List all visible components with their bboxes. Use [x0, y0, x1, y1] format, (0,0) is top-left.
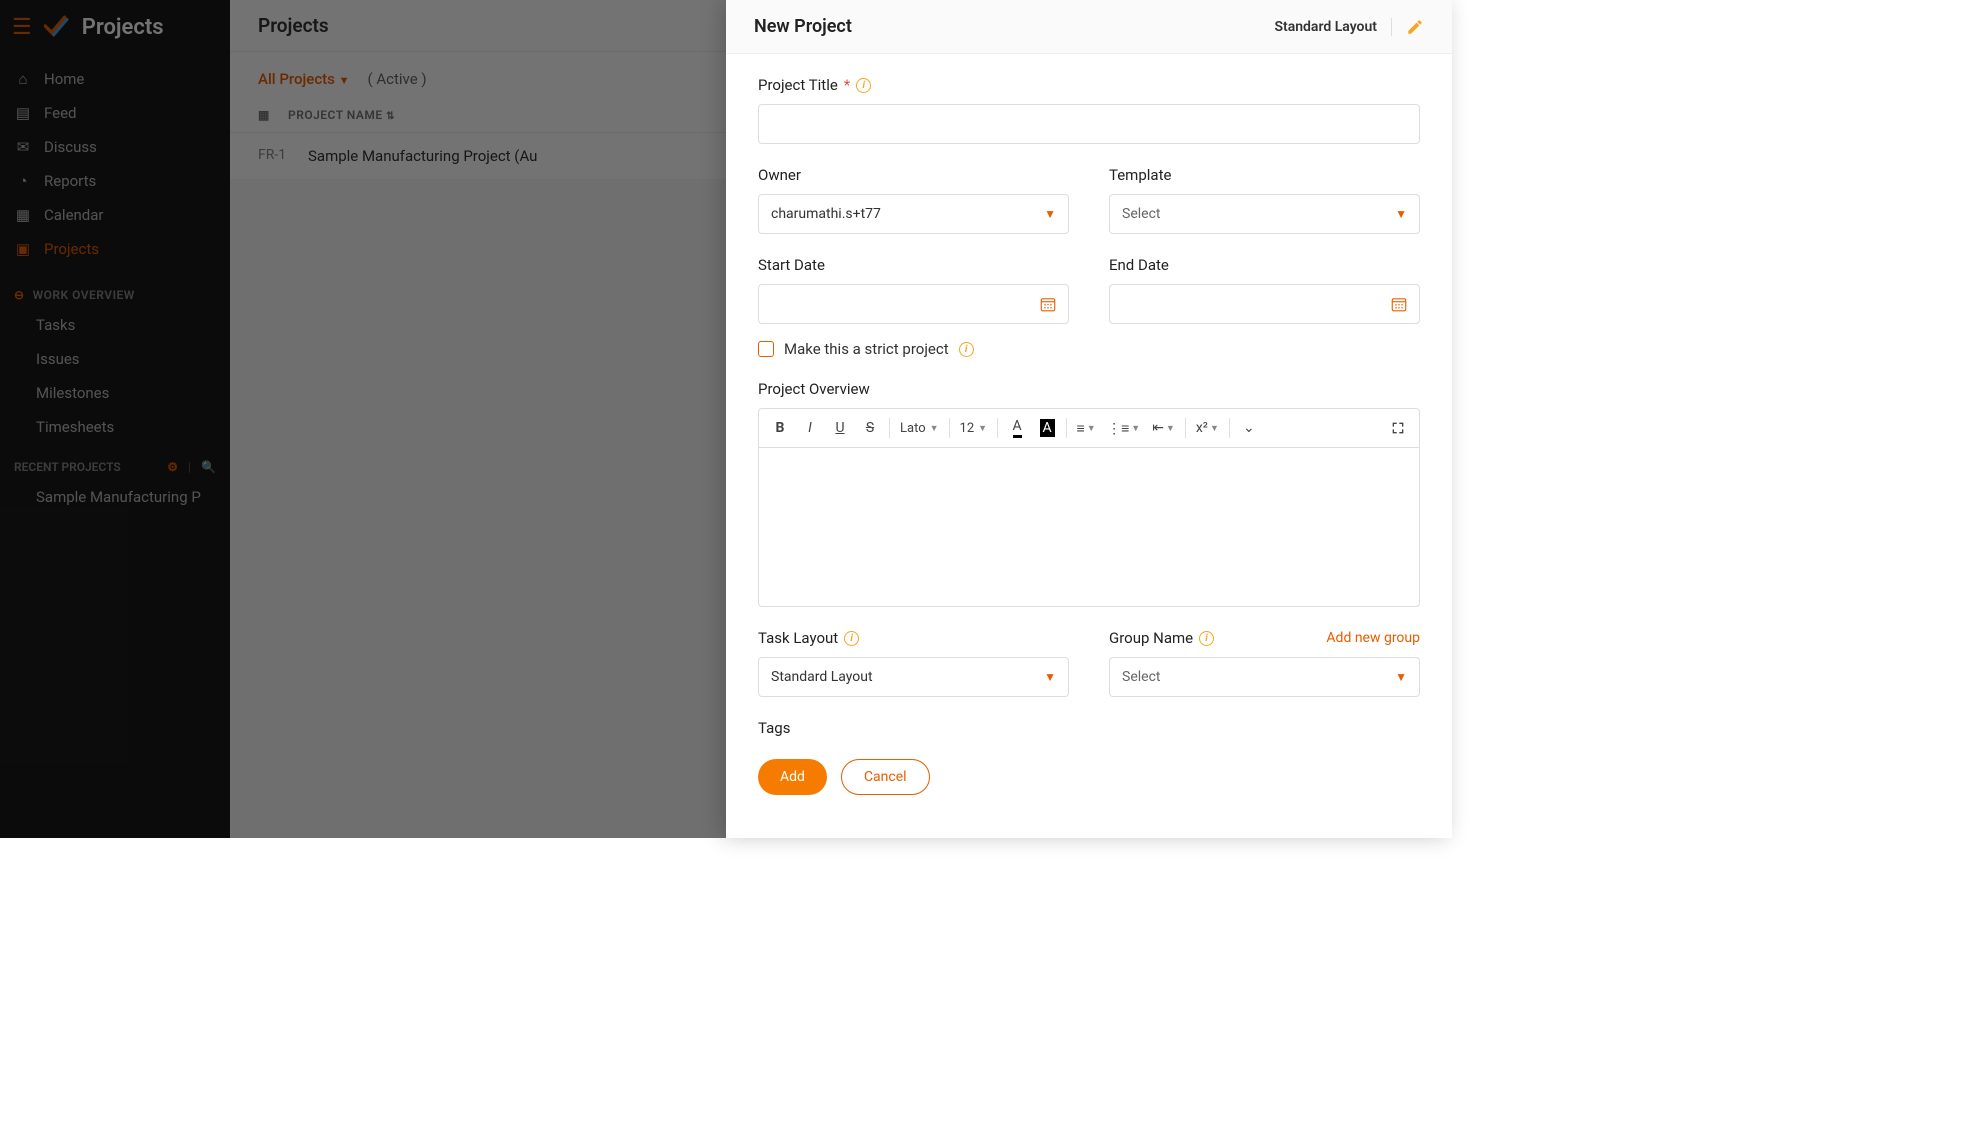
font-size-select[interactable]: 12▼	[956, 419, 992, 438]
add-group-link[interactable]: Add new group	[1326, 630, 1420, 646]
superscript-button[interactable]: x²▼	[1192, 415, 1223, 441]
bold-button[interactable]: B	[767, 415, 793, 441]
panel-body: Project Title* i Owner charumathi.s+t77 …	[726, 54, 1452, 838]
highlight-button[interactable]: A	[1034, 415, 1060, 441]
info-icon[interactable]: i	[1199, 631, 1214, 646]
overview-label: Project Overview	[758, 380, 1420, 398]
chevron-down-icon: ▼	[978, 423, 987, 434]
add-button[interactable]: Add	[758, 759, 827, 795]
edit-layout-icon[interactable]	[1406, 18, 1424, 36]
tags-label: Tags	[758, 719, 1420, 737]
task-layout-label: Task Layout i	[758, 629, 1069, 647]
chevron-down-icon: ▼	[1044, 207, 1056, 221]
toolbar-separator	[949, 418, 950, 438]
toolbar-separator	[1066, 418, 1067, 438]
toolbar-separator	[1185, 418, 1186, 438]
indent-button[interactable]: ⇤▼	[1148, 415, 1179, 441]
font-family-select[interactable]: Lato▼	[896, 419, 943, 438]
toolbar-separator	[1229, 418, 1230, 438]
list-button[interactable]: ⋮≡▼	[1103, 415, 1144, 441]
template-select[interactable]: Select ▼	[1109, 194, 1420, 234]
toolbar-separator	[997, 418, 998, 438]
chevron-down-icon: ▼	[1131, 423, 1140, 434]
panel-footer: Add Cancel	[758, 745, 1420, 819]
required-indicator: *	[844, 76, 850, 94]
chevron-down-icon: ▼	[1087, 423, 1096, 434]
strict-project-row: Make this a strict project i	[758, 340, 1420, 358]
task-layout-value: Standard Layout	[771, 669, 873, 685]
group-name-placeholder: Select	[1122, 669, 1160, 685]
owner-select[interactable]: charumathi.s+t77 ▼	[758, 194, 1069, 234]
info-icon[interactable]: i	[844, 631, 859, 646]
group-name-select[interactable]: Select ▼	[1109, 657, 1420, 697]
chevron-down-icon: ▼	[1166, 423, 1175, 434]
task-layout-select[interactable]: Standard Layout ▼	[758, 657, 1069, 697]
align-button[interactable]: ≡▼	[1073, 415, 1099, 441]
info-icon[interactable]: i	[959, 342, 974, 357]
layout-name: Standard Layout	[1274, 19, 1377, 35]
panel-header: New Project Standard Layout	[726, 0, 1452, 54]
more-button[interactable]: ⌄	[1236, 415, 1262, 441]
group-name-label: Group Name i	[1109, 629, 1214, 647]
editor-toolbar: B I U S Lato▼ 12▼ A A ≡▼ ⋮≡▼ ⇤▼ x²▼	[758, 408, 1420, 447]
chevron-down-icon: ▼	[1395, 207, 1407, 221]
start-date-label: Start Date	[758, 256, 1069, 274]
toolbar-separator	[889, 418, 890, 438]
end-date-label: End Date	[1109, 256, 1420, 274]
italic-button[interactable]: I	[797, 415, 823, 441]
underline-button[interactable]: U	[827, 415, 853, 441]
project-title-input[interactable]	[758, 104, 1420, 144]
template-placeholder: Select	[1122, 206, 1160, 222]
chevron-down-icon: ▼	[1395, 670, 1407, 684]
calendar-icon[interactable]	[1039, 295, 1057, 313]
divider	[1391, 18, 1392, 36]
panel-title: New Project	[754, 16, 852, 37]
template-label: Template	[1109, 166, 1420, 184]
strikethrough-button[interactable]: S	[857, 415, 883, 441]
chevron-down-icon: ▼	[930, 423, 939, 434]
project-title-label: Project Title* i	[758, 76, 1420, 94]
owner-value: charumathi.s+t77	[771, 206, 881, 222]
cancel-button[interactable]: Cancel	[841, 759, 930, 795]
chevron-down-icon: ▼	[1044, 670, 1056, 684]
new-project-panel: New Project Standard Layout Project Titl…	[726, 0, 1452, 838]
expand-icon[interactable]	[1385, 415, 1411, 441]
strict-checkbox-label: Make this a strict project	[784, 340, 949, 358]
overview-editor[interactable]	[758, 447, 1420, 607]
chevron-down-icon: ▼	[1210, 423, 1219, 434]
text-color-button[interactable]: A	[1004, 415, 1030, 441]
owner-label: Owner	[758, 166, 1069, 184]
strict-checkbox[interactable]	[758, 341, 774, 357]
end-date-input[interactable]	[1109, 284, 1420, 324]
info-icon[interactable]: i	[856, 78, 871, 93]
calendar-icon[interactable]	[1390, 295, 1408, 313]
start-date-input[interactable]	[758, 284, 1069, 324]
